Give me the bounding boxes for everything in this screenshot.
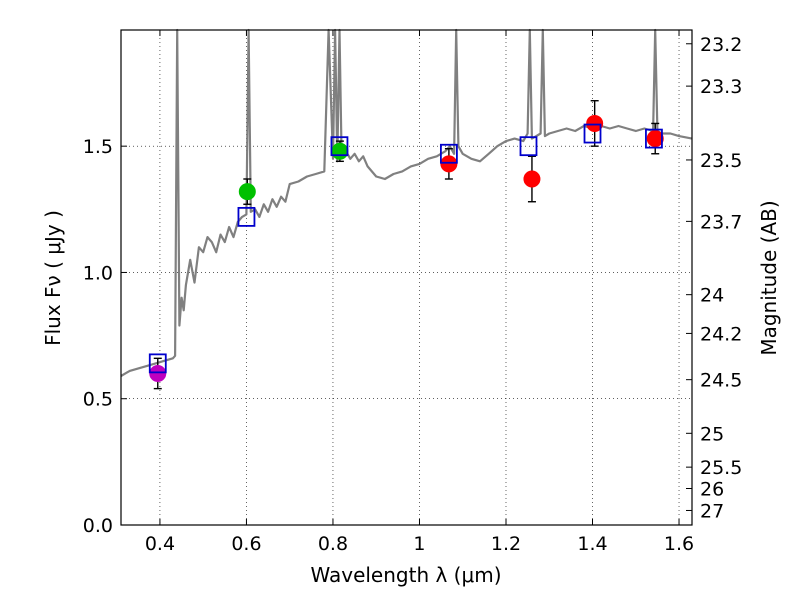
model-square	[330, 136, 349, 157]
right-tick-label: 23.2	[700, 34, 742, 56]
x-tick-label: 0.8	[318, 533, 348, 555]
y-right-axis-label: Magnitude (AB)	[757, 200, 781, 355]
grid	[121, 30, 692, 525]
photometry-points	[149, 114, 664, 382]
photometry-point	[586, 114, 604, 132]
model-square	[645, 128, 663, 149]
model-spectrum-line	[120, 28, 693, 377]
x-tick-label: 0.6	[231, 533, 261, 555]
right-tick-label: 25	[700, 423, 724, 445]
y-tick-label: 1.5	[83, 136, 113, 158]
y-tick-label: 1.0	[83, 262, 113, 284]
right-tick-label: 27	[700, 500, 724, 522]
x-tick-label: 1	[413, 533, 425, 555]
error-bars	[153, 100, 660, 390]
y-axis-label: Flux Fν ( μJy )	[41, 210, 65, 346]
right-tick-label: 26	[700, 478, 724, 500]
model-square	[519, 136, 538, 157]
model-square	[439, 143, 458, 164]
right-tick-label: 23.5	[700, 150, 742, 172]
right-tick-label: 24.5	[700, 370, 742, 392]
x-axis-label: Wavelength λ (μm)	[310, 563, 501, 587]
model-spectrum	[120, 28, 693, 377]
right-tick-label: 24.2	[700, 323, 742, 345]
x-tick-label: 0.4	[145, 533, 175, 555]
right-tick-label: 23.3	[700, 76, 742, 98]
photometry-point	[238, 183, 256, 201]
photometry-point	[149, 364, 167, 382]
right-tick-label: 24	[700, 285, 724, 307]
model-square	[148, 353, 167, 374]
photometry-point	[440, 155, 458, 173]
y-tick-label: 0.5	[83, 389, 113, 411]
x-tick-label: 1.2	[491, 533, 521, 555]
photometry-point	[331, 142, 349, 160]
photometry-point	[646, 130, 664, 148]
right-tick-label: 25.5	[700, 457, 742, 479]
x-tick-label: 1.6	[664, 533, 694, 555]
y-tick-label: 0.0	[83, 515, 113, 537]
model-photometry-squares	[148, 123, 663, 374]
right-tick-label: 23.7	[700, 211, 742, 233]
model-square	[583, 123, 602, 144]
x-tick-label: 1.4	[577, 533, 607, 555]
axis-ticks: 0.4 0.6 0.8 1 1.2 1.4 1.6 0.0 0.5 1.0 1.5 23.2 23.3 2…	[83, 30, 742, 555]
photometry-point	[523, 170, 541, 188]
model-square	[237, 206, 256, 227]
plot-frame	[120, 29, 693, 526]
